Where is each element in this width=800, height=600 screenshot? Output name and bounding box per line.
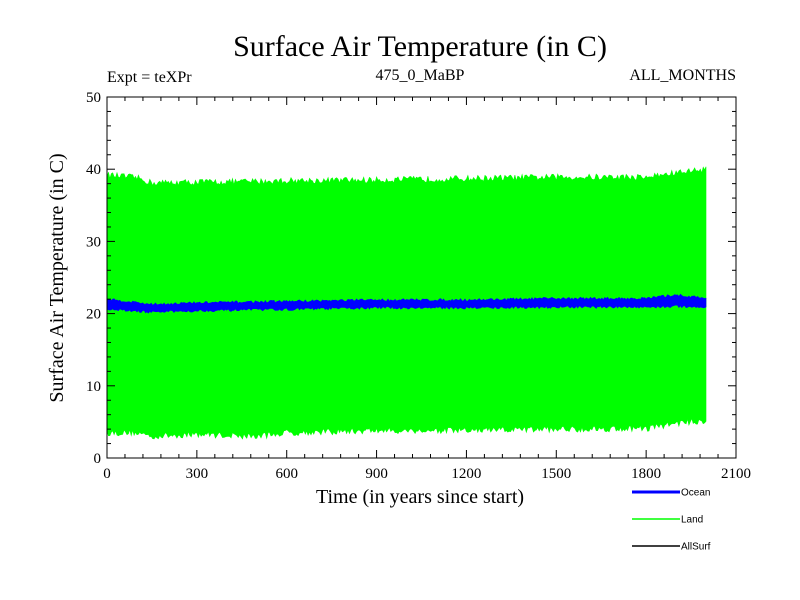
y-tick-label: 50 (86, 90, 101, 106)
x-tick-label: 0 (103, 466, 111, 482)
subtitle-right: ALL_MONTHS (629, 67, 736, 84)
axis-ticks: 0 300 600 900 1200 1500 1800 2100 0 10 20 30 40 50 (86, 90, 751, 482)
y-tick-label: 30 (86, 234, 101, 250)
x-tick-label: 1500 (541, 466, 571, 482)
chart-title: Surface Air Temperature (in C) (233, 30, 607, 63)
subtitle-left: Expt = teXPr (107, 69, 192, 86)
y-axis-label: Surface Air Temperature (in C) (46, 153, 68, 402)
y-tick-label: 20 (86, 307, 101, 323)
x-tick-label: 1200 (451, 466, 481, 482)
x-tick-label: 900 (365, 466, 388, 482)
x-tick-label: 2100 (721, 466, 751, 482)
data-bands (106, 166, 707, 440)
series-band-ocean (106, 293, 707, 314)
y-tick-label: 10 (86, 379, 101, 395)
plot-frame (106, 96, 737, 459)
x-tick-label: 300 (186, 466, 209, 482)
x-axis-label: Time (in years since start) (316, 486, 524, 508)
y-tick-label: 0 (94, 451, 102, 467)
y-tick-label: 40 (86, 162, 101, 178)
legend-label-ocean: Ocean (681, 488, 710, 499)
legend-label-land: Land (681, 515, 703, 526)
x-tick-label: 600 (275, 466, 298, 482)
subtitle-center: 475_0_MaBP (376, 67, 465, 84)
legend-label-allsurf: AllSurf (681, 542, 711, 553)
x-tick-label: 1800 (631, 466, 661, 482)
legend: Ocean Land AllSurf (632, 488, 711, 553)
